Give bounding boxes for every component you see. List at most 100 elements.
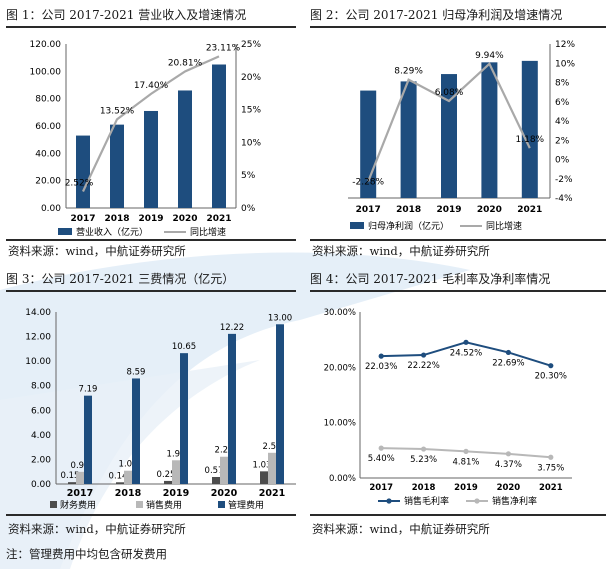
gross-margin-data-label: 22.69% [492,358,524,368]
x-tick-label: 2017 [67,488,93,499]
growth-data-label: 6.08% [435,88,464,98]
expense-data-label: 12.22 [220,323,244,333]
x-tick-label: 2019 [436,205,461,215]
admin-expense-bar [84,395,92,484]
y2-tick-label: 25% [241,40,261,50]
legend-swatch-finance-expense [50,501,57,508]
y-tick-label: 20.00 [35,177,61,187]
legend-label-gross-margin: 销售毛利率 [404,495,449,507]
figure-3: 图 3：公司 2017-2021 三费情况（亿元） 0.00 2.00 4.00 6.… [6,270,302,525]
sales-expense-bar [76,471,84,484]
net-margin-point [378,445,384,451]
growth-line [367,62,531,182]
expense-data-label: 7.19 [79,385,98,395]
x-tick-label: 2019 [454,483,478,493]
net-margin-data-label: 5.40% [368,454,395,464]
y-tick-label: 12.00 [25,333,51,343]
expense-data-label: 1.08 [119,460,138,470]
expense-data-label: 0.99 [71,461,90,471]
y2-tick-label: 20% [241,73,261,83]
x-tick-label: 2018 [412,483,436,493]
margin-chart: 0.00% 10.00% 20.00% 30.00% 22.03% 22.22% 24.52… [324,308,572,507]
y2-tick-label: -4% [555,194,573,204]
y2-tick-label: 15% [241,106,261,116]
x-tick-label: 2017 [369,483,393,493]
legend-label-finance-expense: 财务费用 [60,499,96,511]
source-text: 资料来源：wind，中航证券研究所 [8,244,186,258]
gross-margin-point [548,363,554,369]
title-divider [310,26,606,28]
x-tick-label: 2018 [396,205,421,215]
expense-data-label: 13.00 [268,313,292,323]
growth-data-label: 20.81% [168,58,203,68]
expense-data-label: 10.65 [172,342,196,352]
x-tick-label: 2019 [163,488,189,499]
admin-expense-bar [276,324,284,484]
legend-marker-net-margin [474,498,480,504]
net-margin-data-label: 3.75% [537,463,564,473]
y-tick-label: 0.00% [329,474,356,484]
figure-1: 图 1：公司 2017-2021 营业收入及增速情况 0.00 20.00 40.0… [6,6,302,256]
revenue-bar [144,110,158,208]
growth-data-label: -2.28% [352,177,384,187]
net-margin-data-label: 5.23% [410,455,437,465]
admin-expense-bar [180,353,188,484]
y-tick-label: 4.00 [31,431,51,441]
legend-label-net-margin: 销售净利率 [492,495,537,507]
x-tick-label: 2019 [138,214,163,224]
gross-margin-point [463,339,469,345]
y-tick-label: 14.00 [25,308,51,318]
sales-expense-bar [124,470,132,484]
source-text: 资料来源：wind，中航证券研究所 [8,522,186,536]
expense-data-label: 0.14 [109,471,128,481]
sales-expense-bar [172,460,180,484]
source-text: 资料来源：wind，中航证券研究所 [312,244,490,258]
y-tick-label: 0.00 [31,480,51,490]
expense-data-label: 8.59 [127,367,146,377]
x-tick-label: 2018 [115,488,142,499]
title-divider [310,290,606,292]
growth-data-label: 8.29% [394,67,423,77]
net-margin-point [548,454,554,460]
y-tick-label: 100.00 [30,67,62,77]
expense-data-label: 1.03 [253,460,272,470]
title-divider [6,26,296,28]
net-profit-bar [481,62,498,199]
revenue-chart: 0.00 20.00 40.00 60.00 80.00 100.00 120.00 0% 5%… [30,40,262,238]
x-tick-label: 2017 [356,205,381,215]
finance-expense-bar [212,476,220,484]
gross-margin-data-label: 20.30% [535,372,567,382]
revenue-bar [212,64,226,208]
growth-data-label: 13.52% [100,106,135,116]
net-margin-data-label: 4.81% [452,457,479,467]
y-tick-label: 0.00 [41,204,61,214]
net-margin-point [421,446,427,452]
y2-tick-label: 2% [555,136,570,146]
finance-expense-bar [116,482,124,484]
y-tick-label: 6.00 [31,406,51,416]
y2-tick-label: 0% [555,156,570,166]
legend-swatch-sales-expense [136,501,143,508]
y-tick-label: 2.00 [31,455,51,465]
finance-expense-bar [164,480,172,484]
y-tick-label: 40.00 [35,149,61,159]
expense-data-label: 1.93 [167,449,186,459]
x-tick-label: 2021 [517,205,542,215]
net-margin-point [505,451,511,457]
legend-swatch-revenue [58,228,72,235]
x-tick-label: 2020 [211,488,238,499]
x-tick-label: 2017 [70,214,95,224]
x-tick-label: 2020 [172,214,197,224]
expense-data-label: 2.22 [215,446,234,456]
legend-label-sales-expense: 销售费用 [146,499,182,511]
y2-tick-label: 0% [241,204,256,214]
legend-label-net-profit: 归母净利润（亿元） [368,220,449,232]
finance-expense-bar [68,482,76,484]
y2-tick-label: 12% [555,40,575,50]
sales-expense-bar [268,452,276,484]
legend-marker-gross-margin [386,498,392,504]
net-profit-chart: -4% -2% 0% 2% 4% 6% 8% 10% 12% 2017 2018 2019 2020 20… [348,40,575,232]
x-tick-label: 2021 [206,214,231,224]
growth-data-label: 9.94% [475,51,504,61]
